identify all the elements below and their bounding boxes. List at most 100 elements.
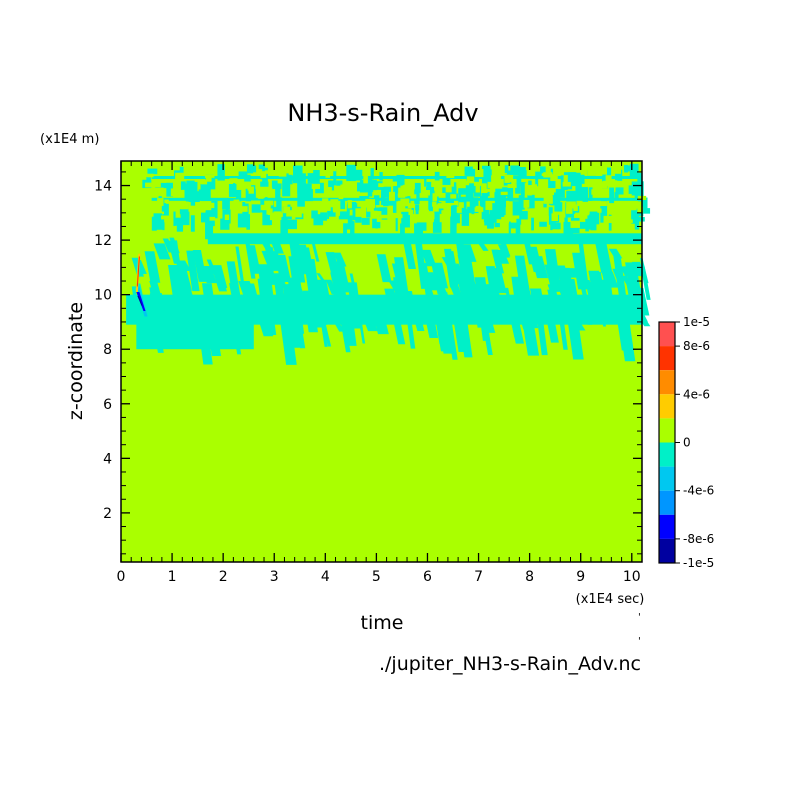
heatmap-streak <box>372 218 381 229</box>
heatmap-streak <box>359 180 368 193</box>
heatmap-streak <box>482 321 493 356</box>
heatmap-streak <box>338 215 342 222</box>
heatmap-streak <box>313 216 324 226</box>
heatmap-streak <box>539 221 547 227</box>
heatmap-streak <box>517 206 520 213</box>
heatmap-streak <box>350 221 355 235</box>
heatmap-streak <box>547 289 562 316</box>
heatmap-streak <box>612 268 623 284</box>
heatmap-streak <box>235 246 245 286</box>
heatmap-streak <box>550 222 561 230</box>
heatmap-streak <box>282 284 297 331</box>
heatmap-streak <box>585 279 596 312</box>
heatmap-streak <box>297 176 301 194</box>
heatmap-gap <box>388 191 395 201</box>
heatmap-streak <box>223 301 236 312</box>
heatmap-streak <box>201 283 218 326</box>
heatmap-gap <box>164 199 169 204</box>
chart-title: NH3-s-Rain_Adv <box>287 99 478 127</box>
y-tick-label: 6 <box>103 397 112 413</box>
heatmap-streak <box>575 180 584 198</box>
heatmap-gap <box>222 187 228 193</box>
heatmap-gap <box>603 215 614 223</box>
heatmap-streak <box>527 194 535 209</box>
heatmap-gap <box>491 175 501 183</box>
heatmap-gap <box>204 174 215 178</box>
heatmap-gap <box>400 198 410 207</box>
heatmap-gap <box>609 180 618 188</box>
heatmap-streak <box>275 255 287 289</box>
heatmap-gap <box>257 190 266 198</box>
heatmap-gap <box>623 219 633 224</box>
heatmap-gap <box>523 199 530 208</box>
heatmap-streak <box>550 214 553 231</box>
heatmap-streak <box>414 223 423 237</box>
heatmap-streak <box>581 312 593 325</box>
y-tick-label: 12 <box>94 233 112 249</box>
heatmap-streak <box>297 182 307 197</box>
heatmap-streak <box>614 192 619 199</box>
heatmap-gap <box>612 167 621 174</box>
heatmap-streak <box>197 321 213 365</box>
corner-mark: ' <box>638 636 641 647</box>
y-tick-label: 14 <box>94 179 112 195</box>
colorbar-swatch <box>659 394 675 419</box>
heatmap-streak <box>269 237 284 254</box>
heatmap-streak <box>456 243 470 285</box>
heatmap-gap <box>602 180 608 186</box>
heatmap-streak <box>212 297 228 320</box>
heatmap-streak <box>516 218 522 225</box>
heatmap-streak <box>519 170 527 177</box>
heatmap-streak <box>529 288 548 322</box>
heatmap-streak <box>613 256 627 300</box>
heatmap-gap <box>205 176 212 182</box>
heatmap-gap <box>325 172 331 178</box>
heatmap-streak <box>491 267 507 294</box>
heatmap-streak <box>510 165 520 176</box>
heatmap-streak <box>563 222 574 239</box>
heatmap-gap <box>145 182 153 188</box>
heatmap-streak <box>151 216 157 231</box>
heatmap-streak <box>415 204 420 211</box>
heatmap-streak <box>242 304 260 321</box>
heatmap-streak <box>370 168 374 180</box>
heatmap-streak <box>548 179 556 189</box>
heatmap-streak <box>567 318 584 360</box>
heatmap-streak <box>270 200 274 212</box>
heatmap-gap <box>250 200 261 205</box>
heatmap-streak <box>511 276 530 320</box>
heatmap-gap <box>476 219 481 226</box>
heatmap-streak <box>523 238 535 265</box>
heatmap-gap <box>605 175 612 185</box>
heatmap-streak <box>595 243 613 273</box>
heatmap-gap <box>581 183 592 188</box>
heatmap-streak <box>355 214 362 223</box>
heatmap-streak <box>570 279 581 312</box>
heatmap-streak <box>346 204 350 215</box>
heatmap-streak <box>392 292 408 322</box>
heatmap-streak <box>433 300 448 344</box>
heatmap-gap <box>543 195 553 204</box>
heatmap-streak <box>235 189 242 202</box>
x-axis-label: time <box>361 612 404 634</box>
heatmap-streak <box>404 304 416 349</box>
heatmap-streak <box>445 192 454 204</box>
heatmap-streak <box>480 289 491 328</box>
source-file-label: ./jupiter_NH3-s-Rain_Adv.nc <box>379 653 641 675</box>
heatmap-gap <box>286 210 294 217</box>
heatmap-gap <box>487 181 495 189</box>
heatmap-gap <box>566 208 573 214</box>
heatmap-streak <box>298 178 303 187</box>
heatmap-streak <box>360 311 374 326</box>
heatmap-streak <box>420 262 433 297</box>
heatmap-streak <box>629 163 639 179</box>
heatmap-streak <box>579 221 587 229</box>
heatmap-streak <box>371 310 389 335</box>
heatmap-streak <box>333 321 345 332</box>
heatmap-gap <box>311 183 321 189</box>
heatmap-gap <box>257 195 264 199</box>
heatmap-gap <box>566 201 576 209</box>
heatmap-streak <box>458 189 461 204</box>
heatmap-streak <box>180 181 186 190</box>
heatmap-streak <box>396 174 405 185</box>
